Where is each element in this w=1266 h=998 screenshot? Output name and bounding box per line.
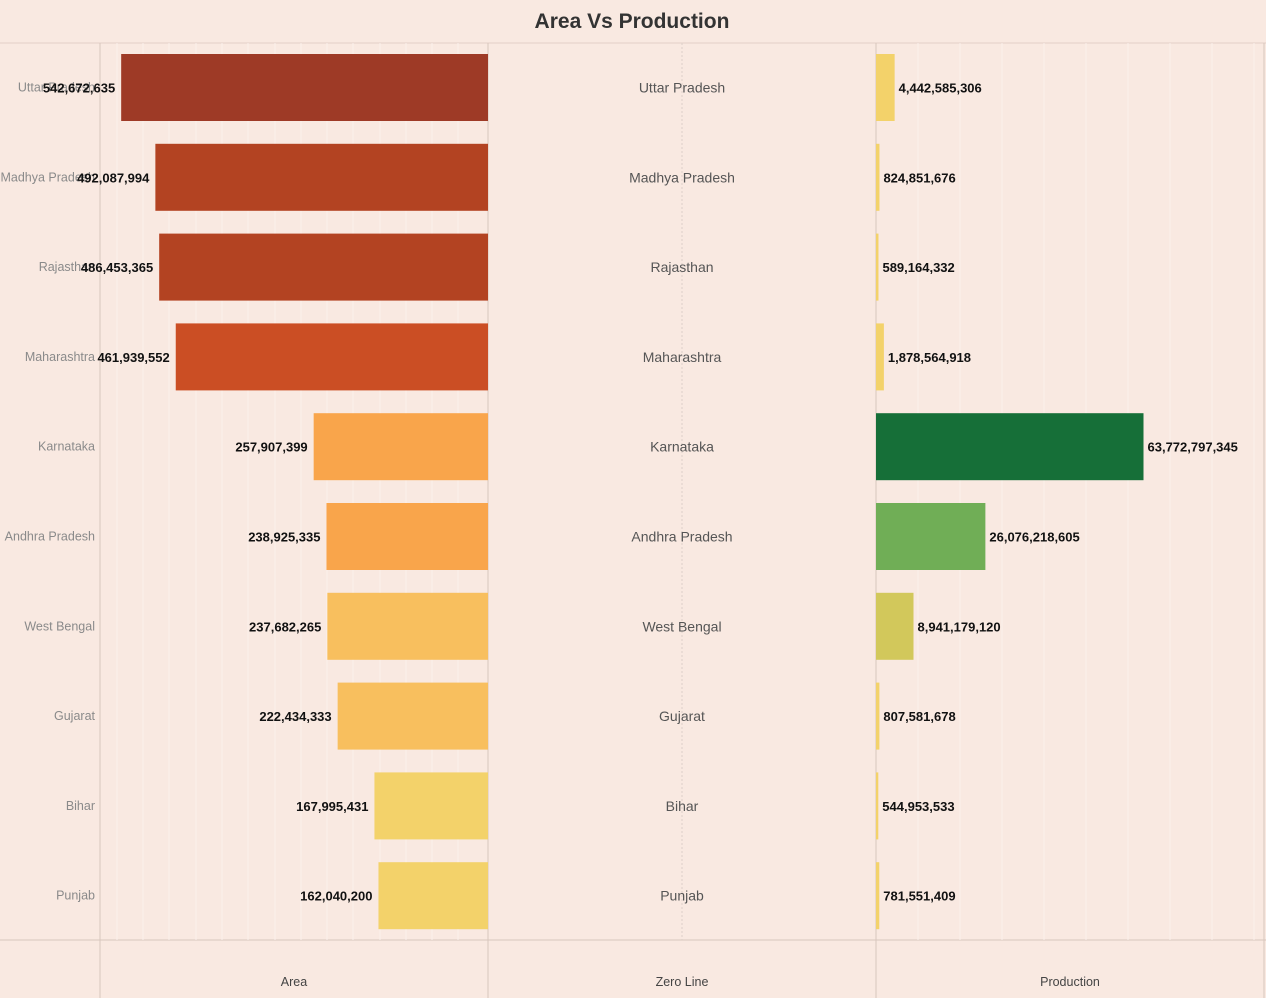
area-value-label: 167,995,431 [296, 799, 368, 814]
zero-line-label: West Bengal [642, 618, 721, 634]
area-bar [313, 413, 488, 481]
area-bar [337, 682, 488, 750]
zero-line-label: Punjab [660, 888, 704, 904]
production-bar [876, 233, 879, 301]
area-bar [327, 592, 488, 660]
production-value-label: 824,851,676 [883, 170, 955, 185]
area-value-label: 486,453,365 [81, 260, 153, 275]
row-label: Andhra Pradesh [5, 530, 95, 544]
row-label: West Bengal [24, 619, 95, 633]
zero-line-label: Gujarat [659, 708, 705, 724]
row-label: Gujarat [54, 709, 96, 723]
production-value-label: 8,941,179,120 [918, 619, 1001, 634]
zero-line-label: Rajasthan [650, 259, 713, 275]
row-label: Madhya Pradesh [0, 170, 95, 184]
area-value-label: 257,907,399 [235, 440, 307, 455]
chart-title: Area Vs Production [535, 10, 730, 33]
area-bar [378, 862, 488, 930]
production-value-label: 26,076,218,605 [989, 530, 1079, 545]
area-bar [326, 503, 488, 570]
zero-line-label: Andhra Pradesh [631, 529, 732, 545]
production-value-label: 4,442,585,306 [899, 81, 982, 96]
production-bar [876, 503, 986, 570]
zero-line-label: Maharashtra [643, 349, 722, 365]
production-bar [876, 592, 914, 660]
zero-line-label: Madhya Pradesh [629, 169, 735, 185]
row-label: Maharashtra [25, 350, 95, 364]
row-label: Uttar Pradesh [18, 81, 95, 95]
zero-line-label: Karnataka [650, 439, 714, 455]
zero-line-label: Uttar Pradesh [639, 80, 725, 96]
production-value-label: 63,772,797,345 [1148, 440, 1238, 455]
production-value-label: 781,551,409 [883, 889, 955, 904]
area-bar [175, 323, 489, 391]
area-bar [159, 233, 489, 301]
area-value-label: 542,672,635 [43, 81, 115, 96]
row-label: Punjab [56, 889, 95, 903]
production-bar [876, 772, 879, 840]
production-value-label: 544,953,533 [882, 799, 954, 814]
production-value-label: 1,878,564,918 [888, 350, 971, 365]
area-bar [121, 54, 488, 121]
area-bar [374, 772, 488, 840]
area-value-label: 237,682,265 [249, 619, 321, 634]
area-bar [155, 143, 489, 211]
area-value-label: 238,925,335 [248, 530, 320, 545]
production-bar [876, 323, 884, 391]
production-bar [876, 862, 880, 930]
production-axis-title: Production [1040, 975, 1100, 989]
production-bar [876, 682, 880, 750]
production-value-label: 589,164,332 [882, 260, 954, 275]
production-bar [876, 143, 880, 211]
row-label: Rajasthan [39, 260, 95, 274]
bars [121, 54, 1144, 930]
zero-line-axis-title: Zero Line [656, 975, 709, 989]
area-value-label: 492,087,994 [77, 170, 150, 185]
area-value-label: 461,939,552 [97, 350, 169, 365]
production-bar [876, 54, 895, 121]
area-axis-title: Area [281, 975, 307, 989]
area-value-label: 162,040,200 [300, 889, 372, 904]
area-value-label: 222,434,333 [259, 709, 331, 724]
zero-line-label: Bihar [666, 798, 699, 814]
row-label: Karnataka [38, 440, 95, 454]
production-value-label: 807,581,678 [883, 709, 955, 724]
production-bar [876, 413, 1144, 481]
row-label: Bihar [66, 799, 95, 813]
